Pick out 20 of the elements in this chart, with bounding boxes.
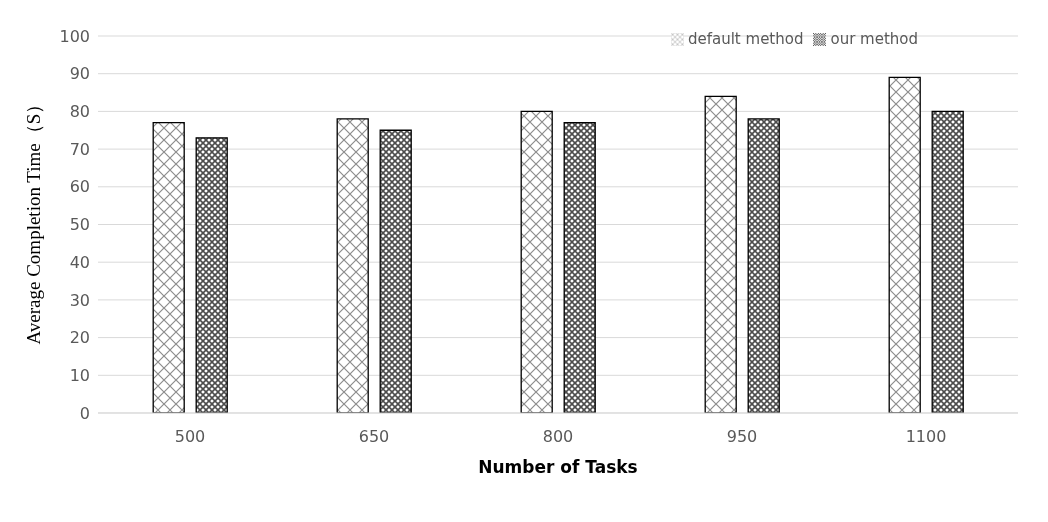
x-tick-label: 500: [174, 427, 206, 447]
x-tick-label: 1100: [905, 427, 947, 447]
y-tick-label: 40: [69, 252, 90, 272]
x-tick-label: 650: [358, 427, 390, 447]
x-tick-label: 800: [542, 427, 574, 447]
y-tick-label: 100: [59, 26, 90, 46]
legend-label: our method: [830, 30, 918, 48]
x-tick-label: 950: [726, 427, 758, 447]
legend-label: default method: [687, 30, 804, 48]
y-tick-label: 70: [69, 139, 90, 159]
y-tick-label: 0: [79, 403, 90, 423]
y-tick-label: 20: [69, 328, 90, 348]
y-tick-label: 50: [69, 215, 90, 235]
y-tick-label: 80: [69, 102, 90, 122]
y-tick-label: 90: [69, 64, 90, 84]
y-tick-label: 10: [69, 365, 90, 385]
x-axis-title: Number of Tasks: [478, 457, 638, 477]
y-axis-title: Average Completion Time（S）: [22, 94, 44, 345]
y-tick-label: 30: [69, 290, 90, 310]
y-tick-label: 60: [69, 177, 90, 197]
